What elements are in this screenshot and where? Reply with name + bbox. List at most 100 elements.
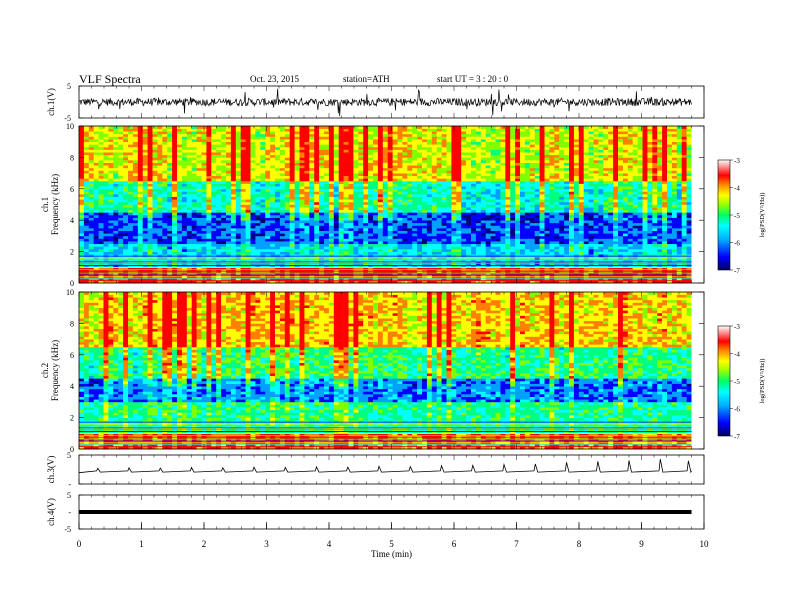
ch1-spectrogram-cell	[441, 267, 447, 271]
ch1-spectrogram-cell	[250, 212, 256, 216]
ch1-spectrogram-cell	[676, 217, 682, 221]
ch1-spectrogram-cell	[245, 264, 251, 268]
ch1-spectrogram-cell	[294, 246, 300, 250]
ch1-spectrogram-cell	[564, 180, 570, 184]
ch1-spectrogram-cell	[83, 225, 90, 229]
ch1-spectrogram-cell	[569, 254, 575, 258]
ch1-spectrogram-cell	[118, 233, 124, 237]
ch1-spectrogram-cell	[534, 183, 540, 187]
ch1-spectrogram-cell	[299, 264, 305, 268]
ch1-spectrogram-cell	[201, 209, 207, 213]
ch1-spectrogram-cell	[549, 186, 555, 190]
ch1-spectrogram-cell	[500, 212, 506, 216]
ch1-spectrogram-cell	[162, 246, 168, 250]
ch1-spectrogram-cell	[240, 196, 246, 200]
ch1-spectrogram-cell	[407, 272, 413, 276]
ch1-spectrogram-cell	[480, 238, 486, 242]
ch1-spectrogram-cell	[240, 277, 246, 281]
ch1-spectrogram-cell	[402, 246, 408, 250]
ch1-spectrogram-cell	[402, 207, 408, 211]
ch1-spectrogram-cell	[289, 201, 295, 205]
ch1-spectrogram-cell	[461, 217, 467, 221]
ch1-spectrogram-cell	[181, 272, 188, 276]
ch1-spectrogram-cell	[196, 246, 202, 250]
ch1-spectrogram-cell	[431, 228, 437, 231]
ch1-spectrogram-cell	[255, 272, 261, 276]
ch1-spectrogram-cell	[221, 241, 227, 245]
ch1-spectrogram-cell	[333, 183, 339, 187]
ch1-spectrogram-cell	[613, 243, 619, 247]
ch1-spectrogram-cell	[260, 246, 266, 250]
ch1-spectrogram-cell	[471, 254, 477, 258]
ch1-spectrogram-cell	[436, 183, 442, 187]
ch1-spectrogram-cell	[608, 191, 614, 195]
ch1-spectrogram-cell	[181, 230, 188, 234]
ch1-spectrogram-cell	[333, 217, 339, 221]
ch1-spectrogram-cell	[123, 217, 129, 221]
ch1-spectrogram-cell	[196, 277, 202, 281]
ch1-spectrogram-cell	[510, 217, 516, 221]
ch1-spectrogram-cell	[529, 246, 535, 250]
ch1-spectrogram-cell	[79, 178, 85, 182]
ch1-spectrogram-cell	[490, 267, 496, 271]
ch1-spectrogram-cell	[622, 188, 629, 192]
ch1-spectrogram-cell	[402, 243, 408, 247]
ch1-spectrogram-cell	[662, 251, 668, 255]
ch1-spectrogram-cell	[422, 246, 428, 250]
ch1-spectrogram-cell	[309, 233, 315, 237]
ch1-spectrogram-cell	[647, 225, 653, 229]
ch1-spectrogram-cell	[191, 209, 197, 213]
ch1-spectrogram-cell	[319, 230, 325, 234]
ch1-spectrogram-cell	[397, 248, 403, 252]
ch1-spectrogram-cell	[637, 280, 643, 284]
ch1-spectrogram-cell	[657, 204, 663, 208]
ch1-spectrogram-cell	[211, 204, 217, 208]
ch1-spectrogram-cell	[363, 228, 369, 231]
ch1-spectrogram-cell	[578, 246, 584, 250]
ch1-spectrogram-cell	[147, 209, 153, 213]
ch1-spectrogram-cell	[446, 183, 452, 187]
ch1-spectrogram-cell	[324, 180, 330, 184]
ch1-spectrogram-cell	[603, 186, 609, 190]
ch1-spectrogram-cell	[98, 222, 104, 226]
ch1-spectrogram-cell	[201, 251, 207, 255]
ch1-spectrogram-cell	[554, 230, 560, 234]
ch1-spectrogram-cell	[446, 238, 452, 242]
ch1-spectrogram-cell	[83, 272, 90, 276]
ch1-spectrogram-cell	[627, 199, 633, 203]
ch1-spectrogram-cell	[191, 238, 197, 242]
ch1-spectrogram-cell	[539, 183, 545, 187]
ch1-spectrogram-cell	[88, 191, 94, 195]
ch1-spectrogram-cell	[426, 214, 433, 218]
ch1-spectrogram-cell	[505, 183, 511, 187]
ch1-spectrogram-cell	[240, 264, 246, 268]
ch1-spectrogram-cell	[446, 254, 452, 258]
ch1-spectrogram-cell	[83, 267, 90, 271]
ch1-spectrogram-cell	[407, 217, 413, 221]
ch1-spectrogram-cell	[177, 251, 183, 255]
ch1-spectrogram-cell	[245, 228, 251, 231]
ch1-spectrogram-cell	[431, 277, 437, 281]
ch1-spectrogram-cell	[113, 280, 119, 284]
ch1-spectrogram-cell	[446, 204, 452, 208]
ch1-spectrogram-cell	[338, 272, 344, 276]
ch1-spectrogram-cell	[358, 238, 364, 242]
ch1-spectrogram-cell	[260, 214, 266, 218]
ch1-spectrogram-cell	[549, 228, 555, 231]
ch1-spectrogram-cell	[152, 204, 158, 208]
ch1-spectrogram-cell	[177, 233, 183, 237]
ch1-spectrogram-cell	[142, 201, 148, 205]
ch1-spectrogram-cell	[475, 183, 482, 187]
ch1-spectrogram-cell	[147, 188, 153, 192]
ch1-spectrogram-cell	[426, 254, 433, 258]
ch1-spectrogram-cell	[593, 259, 599, 263]
ch1-spectrogram-cell	[642, 183, 648, 187]
ch1-spectrogram-cell	[172, 225, 178, 229]
ch1-spectrogram-cell	[387, 230, 393, 234]
ch1-spectrogram-cell	[534, 180, 540, 184]
ch1-spectrogram-cell	[441, 183, 447, 187]
ch1-spectrogram-cell	[162, 241, 168, 245]
ch1-spectrogram-cell	[191, 222, 197, 226]
ch1-spectrogram-cell	[583, 222, 589, 226]
ch1-spectrogram-cell	[93, 267, 99, 271]
